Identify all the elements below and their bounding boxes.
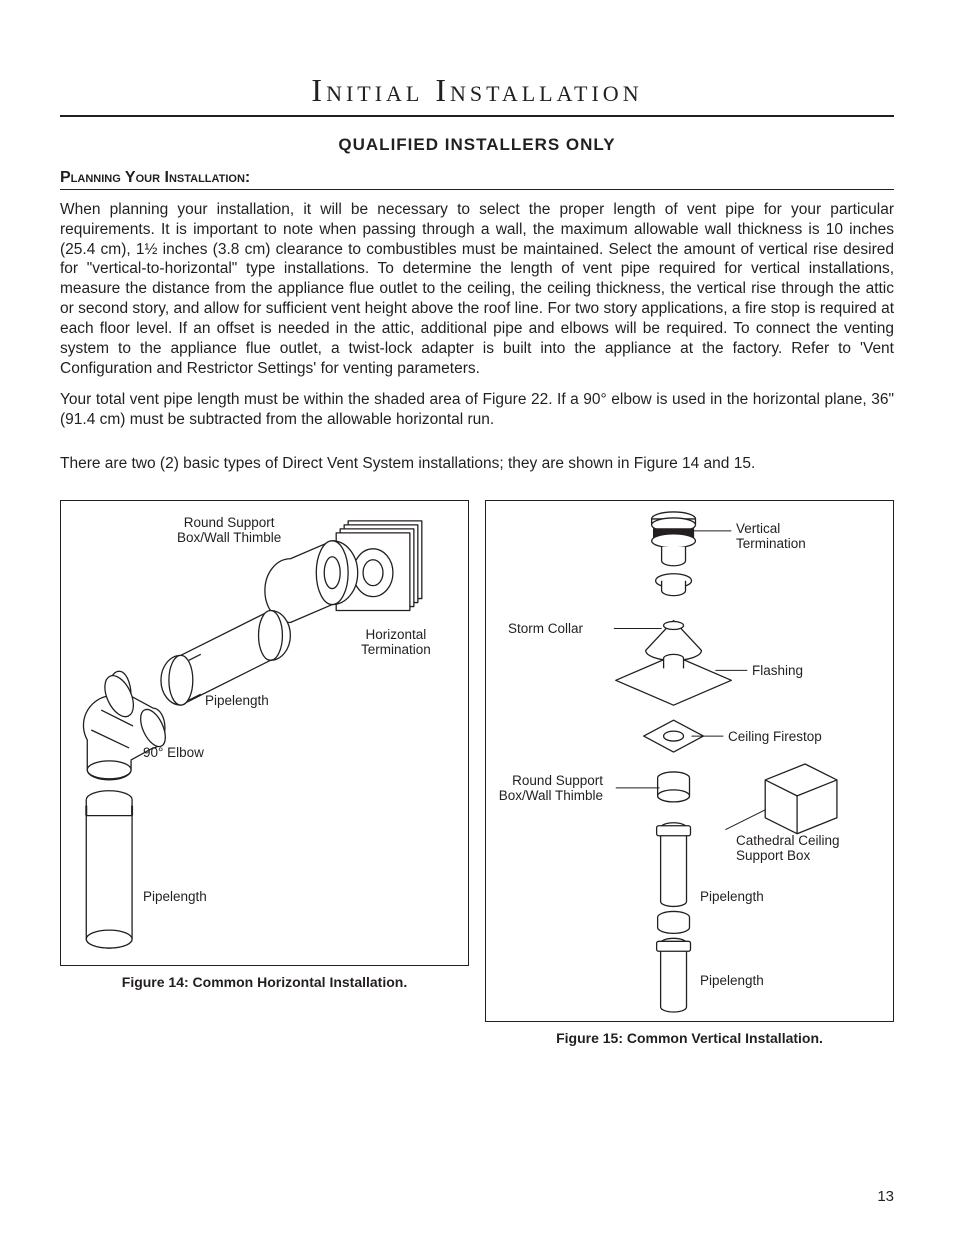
figure-15: Vertical Termination Storm Collar Flashi… xyxy=(485,500,894,1046)
label-pipelength-lower: Pipelength xyxy=(143,889,207,905)
paragraph-2: Your total vent pipe length must be with… xyxy=(60,390,894,430)
section-heading: Planning Your Installation: xyxy=(60,169,894,190)
page-subtitle: QUALIFIED INSTALLERS ONLY xyxy=(60,135,894,155)
label-support-box: Round Support Box/Wall Thimble xyxy=(177,515,281,546)
page-title: Initial Installation xyxy=(60,72,894,117)
paragraph-1: When planning your installation, it will… xyxy=(60,200,894,378)
paragraph-3: There are two (2) basic types of Direct … xyxy=(60,454,894,474)
figure-14-caption: Figure 14: Common Horizontal Installatio… xyxy=(60,974,469,990)
label-pipelength-upper: Pipelength xyxy=(205,693,269,709)
page-number: 13 xyxy=(877,1188,894,1205)
label-pipelength-upper-15: Pipelength xyxy=(700,889,764,905)
label-vertical-termination: Vertical Termination xyxy=(736,521,806,552)
figure-14: Round Support Box/Wall Thimble Horizonta… xyxy=(60,500,469,1046)
label-round-support: Round Support Box/Wall Thimble xyxy=(499,773,603,804)
label-pipelength-lower-15: Pipelength xyxy=(700,973,764,989)
label-cathedral: Cathedral Ceiling Support Box xyxy=(736,833,840,864)
figure-15-caption: Figure 15: Common Vertical Installation. xyxy=(485,1030,894,1046)
figure-15-diagram xyxy=(486,501,893,1021)
label-horizontal-termination: Horizontal Termination xyxy=(361,627,431,658)
figure-14-diagram xyxy=(61,501,468,965)
label-storm-collar: Storm Collar xyxy=(508,621,583,637)
label-ceiling-firestop: Ceiling Firestop xyxy=(728,729,822,745)
label-elbow: 90° Elbow xyxy=(143,745,204,761)
label-flashing: Flashing xyxy=(752,663,803,679)
